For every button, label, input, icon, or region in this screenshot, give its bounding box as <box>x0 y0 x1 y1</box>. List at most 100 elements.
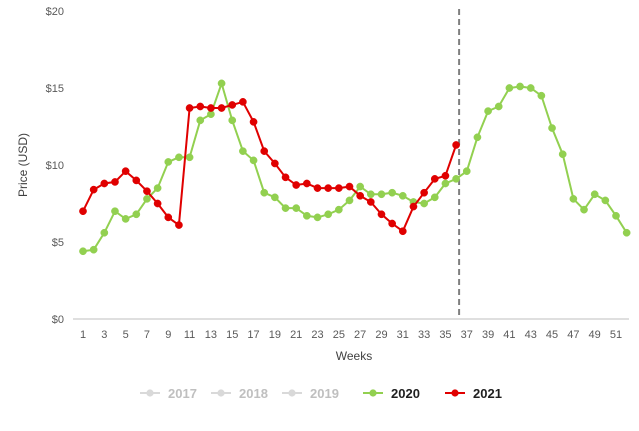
data-point-2020 <box>334 205 343 214</box>
legend-label: 2018 <box>239 386 268 401</box>
data-point-2020 <box>420 199 428 208</box>
data-point-2020 <box>494 102 503 111</box>
data-point-2021 <box>121 167 130 176</box>
data-point-2020 <box>217 79 226 88</box>
x-tick-label: 15 <box>226 329 238 341</box>
x-tick-label: 39 <box>482 329 494 341</box>
data-point-2020 <box>79 247 87 256</box>
data-point-2021 <box>377 210 386 219</box>
legend-item-2018: 2018 <box>211 386 268 401</box>
x-tick-label: 51 <box>610 329 622 341</box>
data-point-2020 <box>526 84 535 92</box>
data-point-2020 <box>345 196 354 205</box>
legend-label: 2017 <box>168 386 197 401</box>
data-point-2020 <box>313 213 322 222</box>
x-tick-label: 11 <box>184 329 195 341</box>
data-point-2021 <box>217 104 226 112</box>
data-point-2020 <box>185 153 194 162</box>
x-tick-label: 23 <box>311 329 323 341</box>
legend-item-2017: 2017 <box>140 386 197 401</box>
x-tick-labels: 1 3 5 7 9 11 13 15 17 19 21 23 25 27 29 31 33 35 37 39 41 43 4… <box>80 329 622 341</box>
data-point-2020 <box>452 175 460 183</box>
x-tick-label: 9 <box>165 329 171 341</box>
legend-marker <box>217 389 225 397</box>
x-tick-label: 41 <box>503 329 515 341</box>
x-tick-label: 25 <box>333 329 345 341</box>
data-point-2020 <box>164 158 173 166</box>
data-point-2020 <box>462 167 471 176</box>
y-tick-label: $0 <box>52 314 64 326</box>
data-point-2020 <box>441 179 450 188</box>
legend-item-2019: 2019 <box>282 386 339 401</box>
legend-marker <box>369 389 377 397</box>
data-point-2020 <box>143 195 151 203</box>
data-point-2020 <box>622 228 631 237</box>
data-point-2021 <box>249 118 258 126</box>
data-point-2021 <box>143 187 151 196</box>
x-tick-label: 35 <box>439 329 451 341</box>
x-tick-label: 13 <box>205 329 217 341</box>
data-point-2020 <box>580 205 588 214</box>
data-point-2020 <box>292 204 301 212</box>
data-point-2020 <box>516 82 524 91</box>
data-point-2020 <box>601 196 610 205</box>
x-tick-label: 3 <box>101 329 107 341</box>
legend-marker <box>451 389 459 397</box>
data-point-2020 <box>271 193 279 202</box>
data-point-2021 <box>132 176 141 185</box>
data-point-2020 <box>473 133 482 142</box>
data-point-2020 <box>111 207 119 216</box>
x-tick-label: 7 <box>144 329 150 341</box>
x-axis-label: Weeks <box>336 349 372 363</box>
x-tick-label: 17 <box>247 329 259 341</box>
data-point-2020 <box>569 195 578 203</box>
y-tick-label: $15 <box>46 83 64 95</box>
data-point-2021 <box>100 179 109 188</box>
data-point-2021 <box>111 178 119 186</box>
data-point-2020 <box>537 91 546 100</box>
data-point-2020 <box>590 190 599 199</box>
y-axis-label: Price (USD) <box>16 133 30 197</box>
data-point-2021 <box>303 179 311 188</box>
series-group <box>79 79 631 256</box>
data-point-2020 <box>612 211 620 220</box>
data-point-2020 <box>121 215 130 223</box>
x-tick-label: 43 <box>525 329 537 341</box>
data-point-2020 <box>153 184 162 192</box>
data-point-2021 <box>334 184 343 192</box>
x-tick-label: 21 <box>290 329 302 341</box>
data-point-2020 <box>558 150 567 159</box>
data-point-2021 <box>313 184 322 192</box>
data-point-2021 <box>239 98 247 106</box>
x-tick-label: 37 <box>461 329 473 341</box>
x-tick-label: 31 <box>397 329 409 341</box>
data-point-2020 <box>196 116 205 125</box>
x-tick-label: 33 <box>418 329 430 341</box>
legend-label: 2019 <box>310 386 339 401</box>
data-point-2021 <box>366 198 375 206</box>
data-point-2021 <box>175 221 183 229</box>
data-point-2020 <box>228 116 237 125</box>
data-point-2020 <box>377 190 386 199</box>
data-point-2020 <box>398 191 407 200</box>
data-point-2020 <box>239 147 247 155</box>
legend-item-2020: 2020 <box>363 386 420 401</box>
x-tick-label: 5 <box>123 329 129 341</box>
series-2020 <box>79 79 631 256</box>
x-tick-label: 19 <box>269 329 281 341</box>
x-tick-label: 45 <box>546 329 558 341</box>
data-point-2020 <box>430 193 439 202</box>
data-point-2020 <box>100 228 109 237</box>
y-tick-labels: $0 $5 $10 $15 $20 <box>46 6 64 326</box>
data-point-2021 <box>79 207 87 216</box>
data-point-2021 <box>388 219 396 228</box>
data-point-2020 <box>260 188 269 197</box>
data-point-2020 <box>484 107 492 115</box>
y-tick-label: $20 <box>46 6 64 18</box>
x-tick-label: 1 <box>80 329 86 341</box>
data-point-2021 <box>164 213 173 222</box>
data-point-2021 <box>185 104 194 112</box>
series-line-2020 <box>82 80 628 253</box>
legend-label: 2021 <box>473 386 502 401</box>
data-point-2020 <box>356 182 365 191</box>
